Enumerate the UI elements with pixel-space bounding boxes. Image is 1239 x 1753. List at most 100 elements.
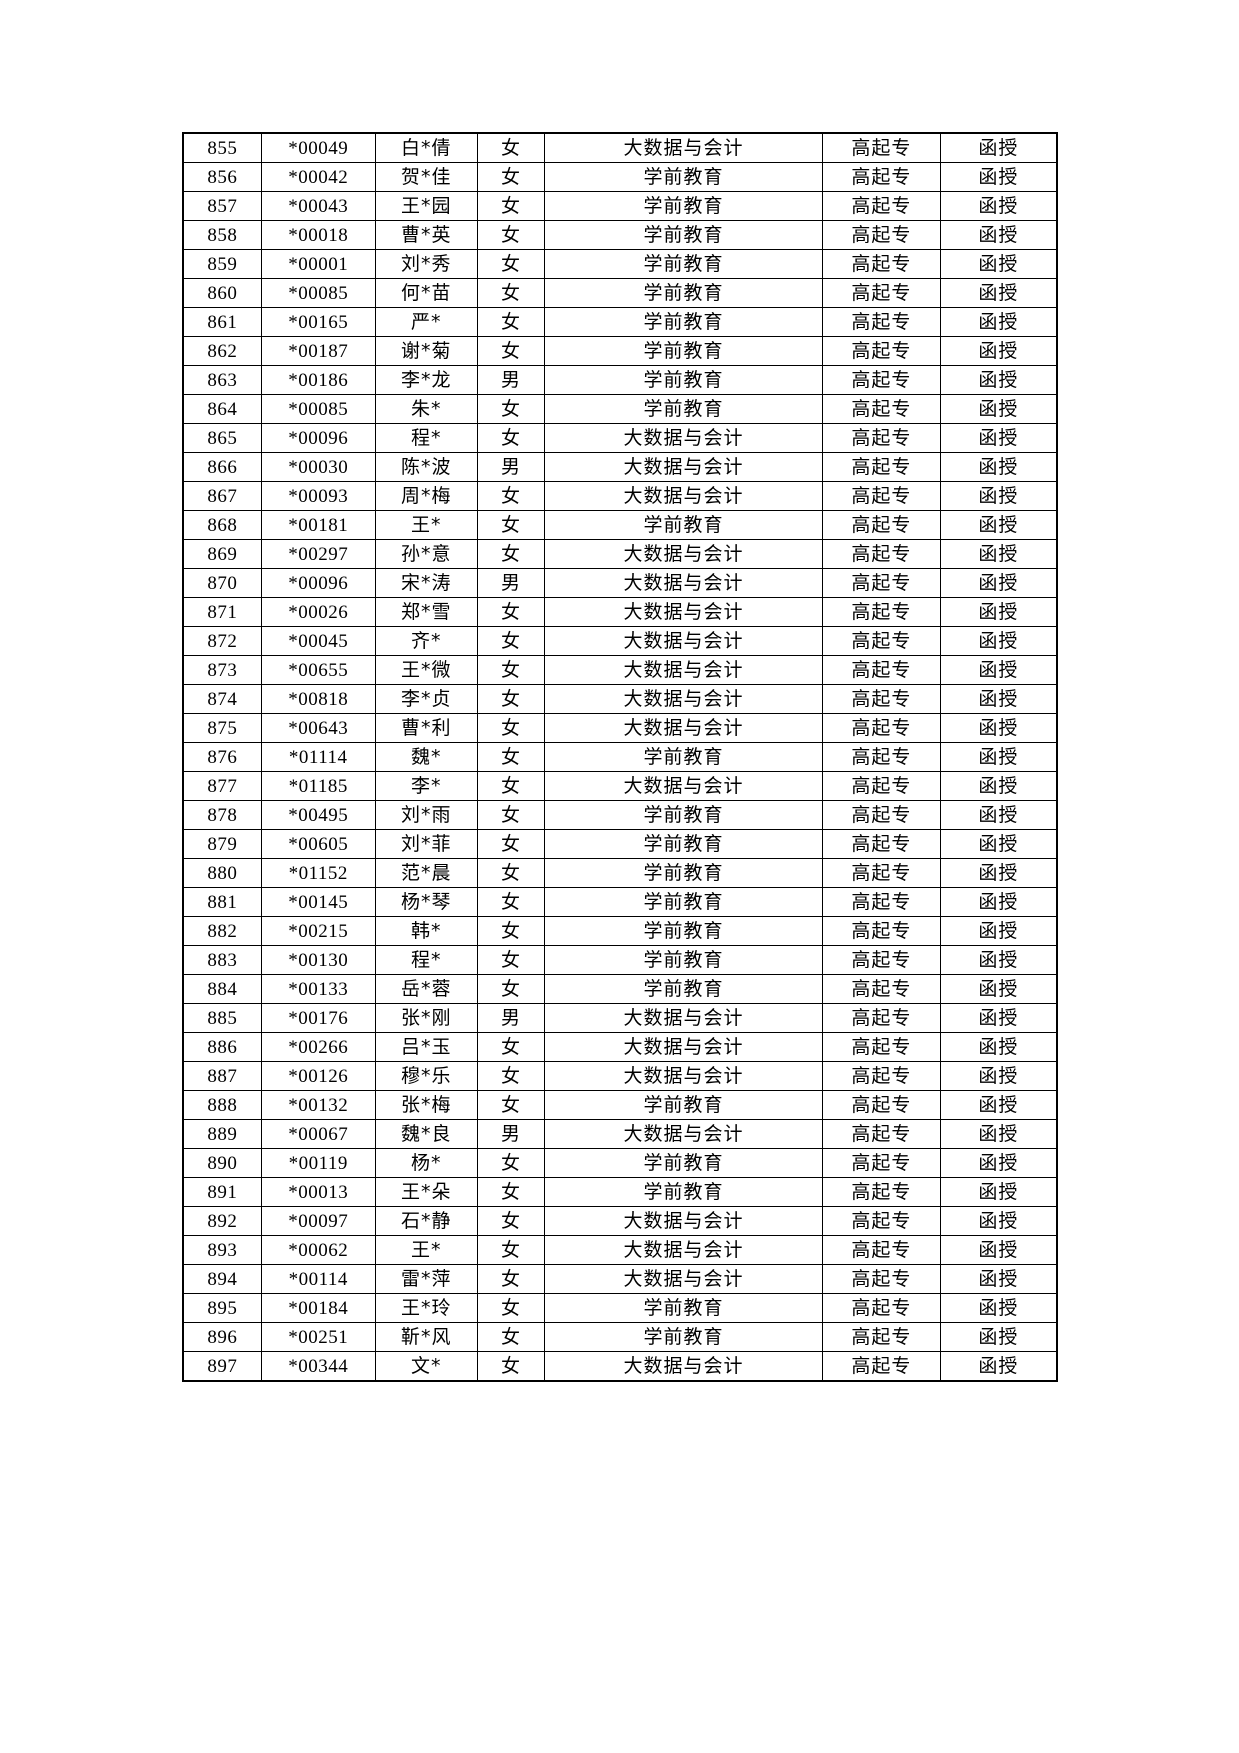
- table-row: 888 *00132 张*梅女学前教育 高起专 函授: [182, 1090, 1058, 1120]
- cell-level: 高起专: [821, 626, 941, 656]
- cell-study-mode: 函授: [939, 162, 1058, 192]
- cell-name: 郑*雪: [374, 597, 478, 627]
- cell-name: 贺*佳: [374, 162, 478, 192]
- cell-major: 大数据与会计: [544, 597, 823, 627]
- cell-sequence: 871: [182, 597, 262, 627]
- cell-sequence: 865: [182, 423, 262, 453]
- cell-gender: 女: [476, 510, 546, 540]
- cell-major: 大数据与会计: [544, 568, 823, 598]
- cell-major: 学前教育: [544, 162, 823, 192]
- cell-sequence: 886: [182, 1032, 262, 1062]
- cell-gender: 女: [476, 394, 546, 424]
- cell-name: 王*朵: [374, 1177, 478, 1207]
- cell-gender: 女: [476, 655, 546, 685]
- table-row: 861 *00165 严* 女学前教育 高起专 函授: [182, 307, 1058, 337]
- cell-name: 宋*涛: [374, 568, 478, 598]
- cell-gender: 女: [476, 1293, 546, 1323]
- cell-major: 学前教育: [544, 510, 823, 540]
- table-row: 871 *00026 郑*雪女大数据与会计 高起专 函授: [182, 597, 1058, 627]
- cell-study-mode: 函授: [939, 1293, 1058, 1323]
- cell-level: 高起专: [821, 423, 941, 453]
- table-row: 892 *00097 石*静女大数据与会计 高起专 函授: [182, 1206, 1058, 1236]
- cell-candidate-id: *00026: [260, 597, 376, 627]
- cell-level: 高起专: [821, 220, 941, 250]
- cell-sequence: 881: [182, 887, 262, 917]
- cell-level: 高起专: [821, 1090, 941, 1120]
- cell-candidate-id: *00186: [260, 365, 376, 395]
- cell-study-mode: 函授: [939, 858, 1058, 888]
- cell-gender: 女: [476, 974, 546, 1004]
- roster-table-body: 855 *00049 白*倩女大数据与会计 高起专 函授 856 *00042 贺*佳女学前教…: [182, 132, 1058, 1382]
- cell-candidate-id: *00297: [260, 539, 376, 569]
- cell-major: 学前教育: [544, 307, 823, 337]
- cell-level: 高起专: [821, 365, 941, 395]
- table-row: 875 *00643 曹*利女大数据与会计 高起专 函授: [182, 713, 1058, 743]
- cell-study-mode: 函授: [939, 1061, 1058, 1091]
- cell-sequence: 892: [182, 1206, 262, 1236]
- cell-level: 高起专: [821, 249, 941, 279]
- cell-major: 学前教育: [544, 249, 823, 279]
- cell-name: 王*: [374, 1235, 478, 1265]
- cell-sequence: 896: [182, 1322, 262, 1352]
- cell-study-mode: 函授: [939, 1206, 1058, 1236]
- cell-level: 高起专: [821, 1293, 941, 1323]
- cell-candidate-id: *00495: [260, 800, 376, 830]
- cell-gender: 女: [476, 887, 546, 917]
- cell-name: 穆*乐: [374, 1061, 478, 1091]
- table-row: 885 *00176 张*刚男大数据与会计 高起专 函授: [182, 1003, 1058, 1033]
- cell-study-mode: 函授: [939, 1090, 1058, 1120]
- cell-name: 曹*利: [374, 713, 478, 743]
- table-row: 887 *00126 穆*乐女大数据与会计 高起专 函授: [182, 1061, 1058, 1091]
- cell-sequence: 895: [182, 1293, 262, 1323]
- cell-name: 王*玲: [374, 1293, 478, 1323]
- cell-study-mode: 函授: [939, 974, 1058, 1004]
- roster-table: 855 *00049 白*倩女大数据与会计 高起专 函授 856 *00042 贺*佳女学前教…: [182, 132, 1058, 1382]
- cell-candidate-id: *00215: [260, 916, 376, 946]
- cell-major: 学前教育: [544, 800, 823, 830]
- cell-major: 学前教育: [544, 974, 823, 1004]
- cell-gender: 女: [476, 191, 546, 221]
- cell-name: 李*贞: [374, 684, 478, 714]
- cell-level: 高起专: [821, 1061, 941, 1091]
- table-row: 890 *00119 杨* 女学前教育 高起专 函授: [182, 1148, 1058, 1178]
- cell-major: 学前教育: [544, 220, 823, 250]
- cell-sequence: 879: [182, 829, 262, 859]
- cell-major: 学前教育: [544, 1148, 823, 1178]
- cell-level: 高起专: [821, 945, 941, 975]
- cell-gender: 女: [476, 597, 546, 627]
- cell-sequence: 877: [182, 771, 262, 801]
- cell-study-mode: 函授: [939, 394, 1058, 424]
- cell-candidate-id: *00085: [260, 278, 376, 308]
- cell-gender: 女: [476, 539, 546, 569]
- cell-study-mode: 函授: [939, 481, 1058, 511]
- cell-name: 刘*雨: [374, 800, 478, 830]
- cell-major: 大数据与会计: [544, 1061, 823, 1091]
- cell-sequence: 874: [182, 684, 262, 714]
- cell-study-mode: 函授: [939, 278, 1058, 308]
- cell-level: 高起专: [821, 916, 941, 946]
- table-row: 876 *01114 魏* 女学前教育 高起专 函授: [182, 742, 1058, 772]
- table-row: 868 *00181 王* 女学前教育 高起专 函授: [182, 510, 1058, 540]
- cell-candidate-id: *00085: [260, 394, 376, 424]
- cell-level: 高起专: [821, 887, 941, 917]
- cell-gender: 女: [476, 1322, 546, 1352]
- cell-study-mode: 函授: [939, 1119, 1058, 1149]
- cell-name: 杨*: [374, 1148, 478, 1178]
- cell-study-mode: 函授: [939, 887, 1058, 917]
- cell-level: 高起专: [821, 1032, 941, 1062]
- cell-sequence: 885: [182, 1003, 262, 1033]
- cell-level: 高起专: [821, 539, 941, 569]
- cell-sequence: 868: [182, 510, 262, 540]
- table-row: 881 *00145 杨*琴女学前教育 高起专 函授: [182, 887, 1058, 917]
- cell-candidate-id: *00045: [260, 626, 376, 656]
- cell-sequence: 855: [182, 132, 262, 163]
- cell-level: 高起专: [821, 800, 941, 830]
- cell-gender: 男: [476, 365, 546, 395]
- cell-gender: 女: [476, 1061, 546, 1091]
- cell-candidate-id: *00001: [260, 249, 376, 279]
- cell-level: 高起专: [821, 481, 941, 511]
- cell-candidate-id: *00093: [260, 481, 376, 511]
- cell-candidate-id: *00130: [260, 945, 376, 975]
- cell-sequence: 888: [182, 1090, 262, 1120]
